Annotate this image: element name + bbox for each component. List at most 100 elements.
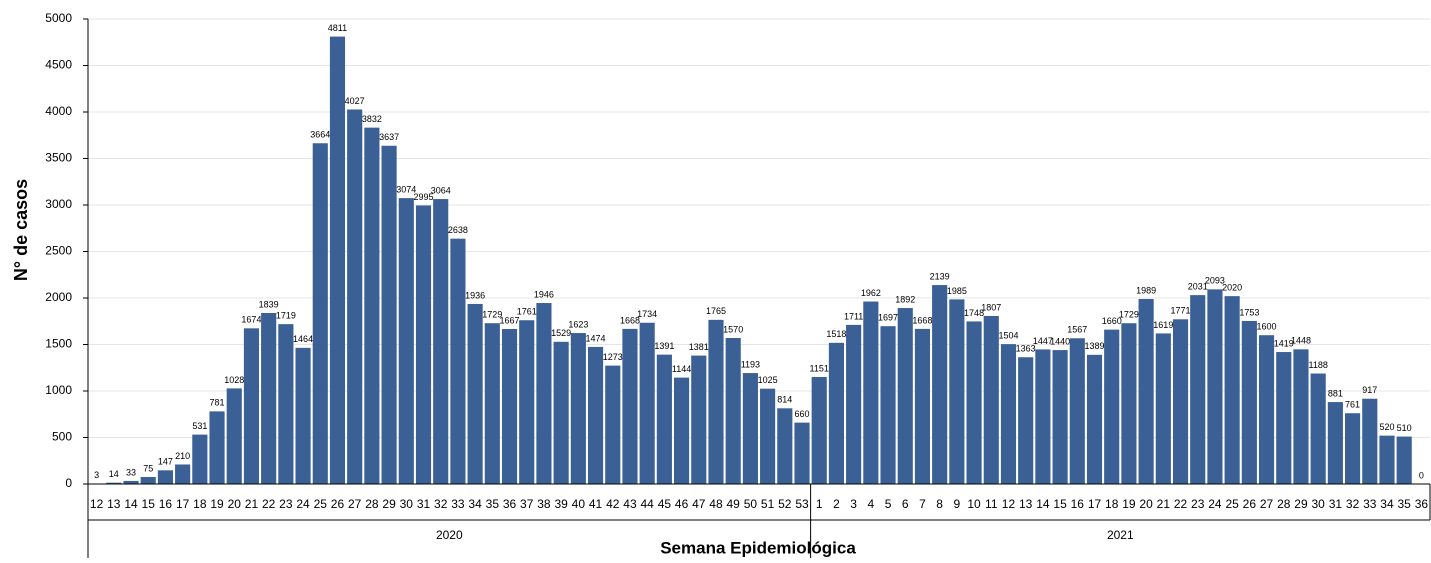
x-tick-label: 13 — [1019, 497, 1033, 511]
bar — [433, 199, 448, 484]
value-label: 4027 — [345, 96, 365, 106]
value-label: 1667 — [500, 315, 520, 325]
bar — [1362, 399, 1377, 484]
value-label: 1623 — [568, 319, 588, 329]
x-tick-label: 23 — [279, 497, 293, 511]
x-tick-label: 46 — [675, 497, 689, 511]
value-label: 1464 — [293, 334, 313, 344]
group-label: 2021 — [1107, 528, 1134, 542]
value-label: 210 — [175, 451, 190, 461]
x-tick-label: 32 — [1346, 497, 1360, 511]
x-tick-label: 36 — [503, 497, 517, 511]
bar — [1397, 437, 1412, 484]
value-label: 1985 — [947, 286, 967, 296]
bar — [1207, 289, 1222, 484]
x-axis-title: Semana Epidemiológica — [660, 538, 856, 557]
bar — [726, 338, 741, 484]
bar — [1070, 338, 1085, 484]
x-tick-label: 31 — [1329, 497, 1343, 511]
x-tick-label: 24 — [1208, 497, 1222, 511]
x-tick-label: 30 — [400, 497, 414, 511]
bar — [209, 411, 224, 484]
bar — [382, 146, 397, 484]
bar — [743, 373, 758, 484]
y-tick-label: 5000 — [45, 11, 72, 25]
value-label: 917 — [1362, 385, 1377, 395]
x-tick-label: 38 — [537, 497, 551, 511]
x-tick-label: 9 — [954, 497, 961, 511]
x-tick-label: 21 — [1157, 497, 1171, 511]
value-label: 1389 — [1084, 341, 1104, 351]
x-tick-label: 11 — [985, 497, 998, 511]
value-label: 4811 — [328, 23, 347, 33]
x-tick-label: 3 — [850, 497, 857, 511]
x-tick-label: 25 — [1225, 497, 1239, 511]
value-label: 3 — [94, 470, 99, 480]
bar — [468, 304, 483, 484]
bar — [863, 302, 878, 484]
bar — [554, 342, 569, 484]
x-tick-label: 27 — [348, 497, 362, 511]
value-label: 1448 — [1291, 336, 1311, 346]
x-tick-label: 12 — [90, 497, 104, 511]
x-tick-label: 16 — [159, 497, 173, 511]
value-label: 2638 — [448, 225, 468, 235]
bar — [227, 388, 242, 484]
bar — [519, 320, 534, 484]
value-label: 1729 — [1119, 310, 1139, 320]
x-tick-label: 28 — [365, 497, 379, 511]
bar — [1139, 299, 1154, 484]
bar — [1345, 413, 1360, 484]
bar — [536, 303, 551, 484]
x-tick-label: 47 — [692, 497, 706, 511]
bar — [674, 378, 689, 484]
value-label: 1753 — [1239, 307, 1259, 317]
bar — [1104, 330, 1119, 484]
bar — [1276, 352, 1291, 484]
x-tick-label: 39 — [554, 497, 568, 511]
value-label: 1474 — [586, 333, 606, 343]
value-label: 1807 — [981, 302, 1001, 312]
x-tick-label: 10 — [967, 497, 981, 511]
bar — [1225, 296, 1240, 484]
bar — [330, 37, 345, 484]
x-tick-label: 53 — [795, 497, 809, 511]
x-tick-label: 16 — [1071, 497, 1085, 511]
bar — [657, 355, 672, 484]
bar — [691, 356, 706, 484]
bar — [966, 321, 981, 484]
value-label: 1504 — [998, 331, 1018, 341]
value-label: 1619 — [1153, 320, 1173, 330]
value-label: 3064 — [431, 185, 451, 195]
x-tick-label: 30 — [1311, 497, 1325, 511]
bar — [416, 205, 431, 484]
bar — [829, 343, 844, 484]
x-tick-label: 40 — [572, 497, 586, 511]
value-label: 1518 — [826, 329, 846, 339]
y-tick-label: 2500 — [45, 244, 72, 258]
x-tick-label: 7 — [919, 497, 926, 511]
x-tick-label: 37 — [520, 497, 534, 511]
value-label: 1440 — [1050, 336, 1070, 346]
x-tick-label: 26 — [331, 497, 345, 511]
value-label: 1600 — [1257, 322, 1277, 332]
bar — [1053, 350, 1068, 484]
y-tick-label: 500 — [52, 430, 72, 444]
bar — [1379, 436, 1394, 484]
value-label: 1529 — [551, 328, 571, 338]
x-tick-label: 48 — [709, 497, 723, 511]
value-label: 1771 — [1171, 306, 1191, 316]
x-tick-label: 15 — [1053, 497, 1067, 511]
value-label: 3637 — [379, 132, 399, 142]
value-label: 1765 — [706, 306, 726, 316]
bar — [175, 464, 190, 484]
value-label: 1719 — [276, 311, 296, 321]
bar — [777, 408, 792, 484]
bar — [898, 308, 913, 484]
bar — [450, 239, 465, 484]
x-tick-label: 35 — [486, 497, 500, 511]
group-label: 2020 — [436, 528, 463, 542]
x-tick-label: 15 — [142, 497, 156, 511]
bar — [812, 377, 827, 484]
